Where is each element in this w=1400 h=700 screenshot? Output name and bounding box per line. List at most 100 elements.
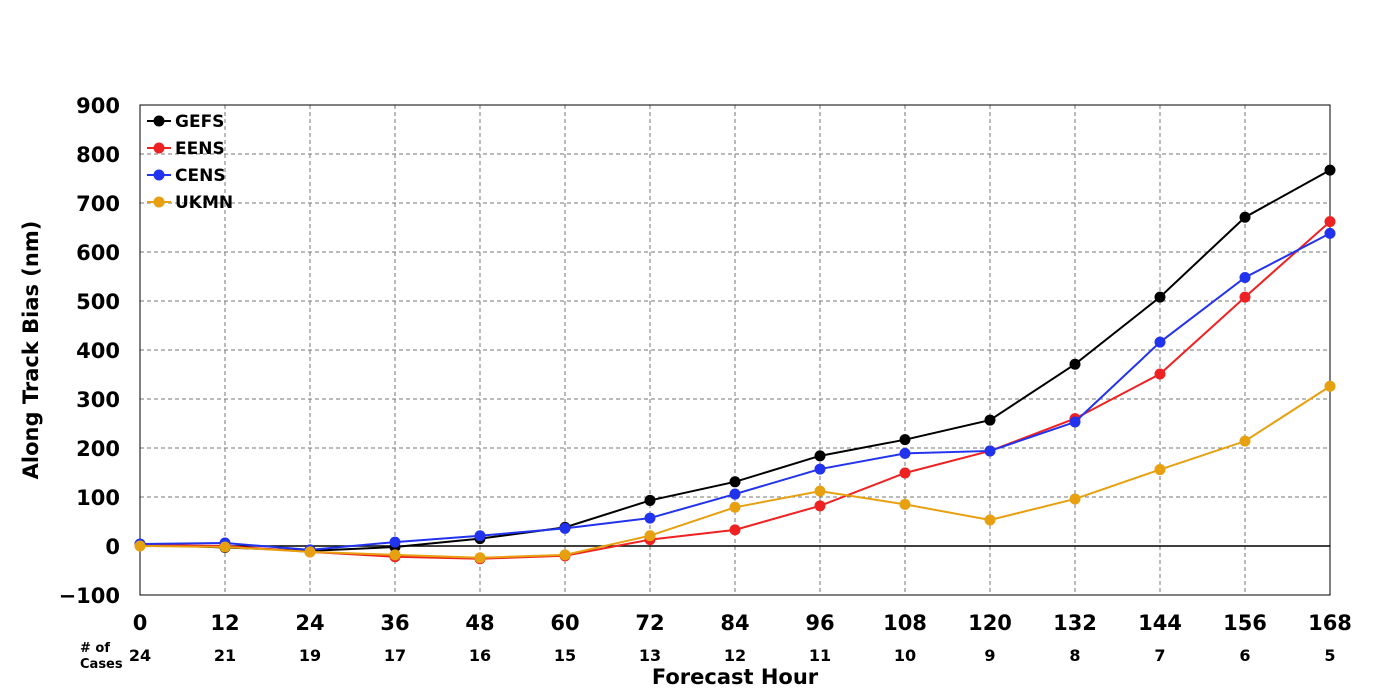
data-point-eens [1239, 291, 1251, 303]
data-point-eens [814, 500, 826, 512]
cases-row: # of Cases 24 21 19 17 16 15 13 12 11 10 9 8 7 6 5 [80, 641, 1336, 672]
y-tick-label: 0 [105, 535, 120, 559]
y-tick-label: −100 [59, 584, 120, 608]
grid [140, 105, 1330, 595]
cases-count: 15 [554, 646, 576, 665]
y-tick-label: 900 [76, 94, 120, 118]
cases-count: 5 [1324, 646, 1335, 665]
cases-count: 19 [299, 646, 321, 665]
cases-count: 16 [469, 646, 491, 665]
data-point-ukmn [1069, 493, 1081, 505]
legend-label-ukmn: UKMN [175, 193, 233, 213]
x-tick-label: 108 [883, 611, 927, 635]
cases-label-line-1: # of [80, 641, 110, 656]
legend-label-eens: EENS [175, 139, 225, 159]
legend-label-gefs: GEFS [175, 112, 224, 132]
data-point-ukmn [1324, 380, 1336, 392]
cases-count: 17 [384, 646, 406, 665]
y-tick-label: 600 [76, 241, 120, 265]
data-point-gefs [814, 450, 826, 462]
x-tick-label: 96 [805, 611, 834, 635]
legend-marker-cens [153, 169, 165, 181]
x-tick-label: 144 [1138, 611, 1182, 635]
data-point-cens [899, 447, 911, 459]
legend-item-eens: EENS [147, 139, 225, 159]
data-point-ukmn [134, 540, 146, 552]
x-tick-label: 48 [465, 611, 494, 635]
data-point-cens [1069, 416, 1081, 428]
y-tick-label: 100 [76, 486, 120, 510]
y-tick-label: 200 [76, 437, 120, 461]
data-point-cens [814, 463, 826, 475]
data-point-ukmn [729, 501, 741, 513]
data-point-ukmn [474, 552, 486, 564]
cases-count: 8 [1069, 646, 1080, 665]
data-point-cens [984, 445, 996, 457]
data-point-ukmn [389, 549, 401, 561]
series-ukmn [134, 380, 1336, 564]
cases-count: 7 [1154, 646, 1165, 665]
plot-frame [139, 104, 1331, 596]
y-tick-labels: −100 0 100 200 300 400 500 600 700 800 900 [59, 94, 120, 608]
data-point-cens [729, 488, 741, 500]
y-tick-label: 500 [76, 290, 120, 314]
cases-count: 9 [984, 646, 995, 665]
data-point-ukmn [899, 498, 911, 510]
data-point-cens [1239, 271, 1251, 283]
data-point-cens [1324, 227, 1336, 239]
data-point-gefs [1154, 291, 1166, 303]
data-point-ukmn [984, 514, 996, 526]
data-point-ukmn [1154, 464, 1166, 476]
data-point-ukmn [559, 549, 571, 561]
legend-item-ukmn: UKMN [147, 193, 233, 213]
data-point-gefs [984, 414, 996, 426]
cases-count: 12 [724, 646, 746, 665]
x-tick-label: 132 [1053, 611, 1097, 635]
cases-count: 10 [894, 646, 916, 665]
cases-count: 13 [639, 646, 661, 665]
y-tick-label: 400 [76, 339, 120, 363]
legend-marker-eens [153, 142, 165, 154]
x-tick-label: 156 [1223, 611, 1267, 635]
x-tick-label: 120 [968, 611, 1012, 635]
data-point-eens [899, 467, 911, 479]
data-point-cens [559, 522, 571, 534]
x-tick-label: 84 [720, 611, 749, 635]
x-tick-label: 60 [550, 611, 579, 635]
data-point-gefs [729, 476, 741, 488]
data-point-cens [644, 512, 656, 524]
x-tick-label: 168 [1308, 611, 1352, 635]
x-tick-label: 0 [133, 611, 148, 635]
legend-item-cens: CENS [147, 166, 226, 186]
data-point-gefs [1069, 358, 1081, 370]
y-tick-label: 300 [76, 388, 120, 412]
legend-item-gefs: GEFS [147, 112, 224, 132]
data-point-gefs [1324, 164, 1336, 176]
cases-count: 6 [1239, 646, 1250, 665]
series-layer [134, 164, 1336, 565]
data-point-eens [1154, 368, 1166, 380]
cases-label-line-2: Cases [80, 657, 123, 672]
data-point-cens [1154, 336, 1166, 348]
y-axis-label: Along Track Bias (nm) [19, 221, 43, 480]
legend-label-cens: CENS [175, 166, 226, 186]
x-tick-label: 12 [210, 611, 239, 635]
data-point-gefs [1239, 211, 1251, 223]
x-tick-label: 24 [295, 611, 324, 635]
data-point-ukmn [814, 485, 826, 497]
data-point-eens [729, 524, 741, 536]
y-tick-label: 700 [76, 192, 120, 216]
y-tick-label: 800 [76, 143, 120, 167]
data-point-cens [474, 530, 486, 542]
cases-count: 11 [809, 646, 831, 665]
x-axis-label: Forecast Hour [652, 665, 819, 689]
data-point-cens [389, 536, 401, 548]
data-point-ukmn [644, 530, 656, 542]
data-point-ukmn [219, 541, 231, 553]
x-tick-label: 72 [635, 611, 664, 635]
data-point-eens [1324, 216, 1336, 228]
cases-count: 21 [214, 646, 236, 665]
cases-count: 24 [129, 646, 151, 665]
legend: GEFS EENS CENS UKMN [147, 112, 233, 213]
